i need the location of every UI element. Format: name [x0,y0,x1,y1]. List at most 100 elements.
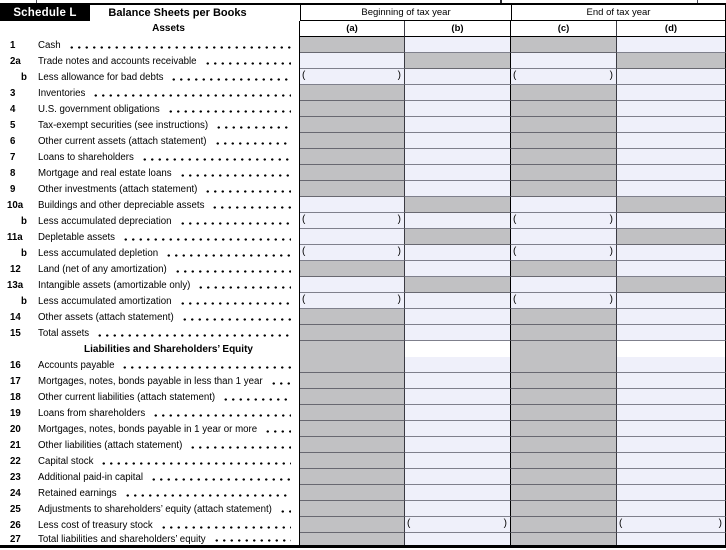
line-label: Loans from shareholders [38,407,146,419]
amount-cell-d[interactable] [617,501,726,517]
paren-open: ( [513,214,517,225]
table-row: 22 Capital stock [0,453,726,469]
amount-cell-a [300,85,405,101]
amount-cell-a[interactable]: () [300,293,405,309]
amount-cell-b[interactable] [405,373,511,389]
table-row: 13a Intangible assets (amortizable only) [0,277,726,293]
amount-cell-b[interactable] [405,133,511,149]
amount-cell-a[interactable] [300,53,405,69]
amount-cell-b[interactable] [405,181,511,197]
table-row: 27 Total liabilities and shareholders’ eq… [0,533,726,545]
amount-cell-b[interactable] [405,501,511,517]
amount-cell-d[interactable] [617,421,726,437]
amount-cell-b[interactable] [405,469,511,485]
table-row: 11a Depletable assets [0,229,726,245]
line-label: Other assets (attach statement) [38,311,174,323]
amount-cell-b[interactable] [405,37,511,53]
amount-cell-b[interactable] [405,149,511,165]
amount-cell-d[interactable] [617,69,726,85]
amount-cell-b[interactable] [405,437,511,453]
amount-cell-d[interactable] [617,453,726,469]
amount-cell-b[interactable] [405,357,511,373]
dot-leader [202,181,291,197]
amount-cell-d[interactable] [617,133,726,149]
amount-cell-b[interactable] [405,261,511,277]
amount-cell-d[interactable] [617,165,726,181]
amount-cell-b[interactable] [405,389,511,405]
line-label: Total liabilities and shareholders’ equi… [38,533,206,545]
amount-cell-b[interactable] [405,325,511,341]
line-number: 1 [10,39,16,51]
amount-cell-d[interactable] [617,117,726,133]
amount-cell-b[interactable] [405,101,511,117]
row-label-cell: 23 Additional paid-in capital [0,469,300,485]
amount-cell-c[interactable]: () [511,245,617,261]
amount-cell-d[interactable] [617,405,726,421]
line-number: b [21,215,27,227]
amount-cell-d[interactable] [617,469,726,485]
amount-cell-d[interactable] [617,533,726,545]
line-number: 24 [10,487,21,499]
amount-cell-c[interactable]: () [511,213,617,229]
amount-cell-b[interactable] [405,421,511,437]
amount-cell-b[interactable] [405,405,511,421]
amount-cell-b[interactable] [405,485,511,501]
amount-cell-b[interactable] [405,309,511,325]
amount-cell-b[interactable] [405,117,511,133]
amount-cell-d[interactable] [617,485,726,501]
amount-cell-d[interactable] [617,357,726,373]
amount-cell-d[interactable] [617,85,726,101]
amount-cell-b[interactable] [405,245,511,261]
amount-cell-a[interactable] [300,229,405,245]
amount-cell-d[interactable] [617,325,726,341]
amount-cell-b[interactable]: () [405,517,511,533]
amount-cell-d[interactable] [617,213,726,229]
paren-open: ( [513,246,517,257]
amount-cell-b[interactable] [405,533,511,545]
amount-cell-a[interactable] [300,277,405,293]
amount-cell-c[interactable]: () [511,293,617,309]
amount-cell-c[interactable] [511,197,617,213]
amount-cell-d[interactable] [617,293,726,309]
amount-cell-a[interactable]: () [300,245,405,261]
amount-cell-d[interactable] [617,373,726,389]
table-body: 1 Cash 2a Trade notes and accounts receivab… [0,37,726,545]
table-row: b Less allowance for bad debts()() [0,69,726,85]
row-label-cell: 9 Other investments (attach statement) [0,181,300,197]
dot-leader [65,37,291,53]
amount-cell-c[interactable] [511,229,617,245]
amount-cell-d[interactable] [617,101,726,117]
amount-cell-d[interactable] [617,261,726,277]
row-label-cell: b Less allowance for bad debts [0,69,300,85]
amount-cell-a[interactable]: () [300,213,405,229]
amount-cell-b [405,229,511,245]
amount-cell-d[interactable] [617,309,726,325]
amount-cell-d[interactable]: () [617,517,726,533]
table-row: 17 Mortgages, notes, bonds payable in les… [0,373,726,389]
amount-cell-c [511,405,617,421]
amount-cell-b[interactable] [405,69,511,85]
amount-cell-a[interactable] [300,197,405,213]
amount-cell-c [511,309,617,325]
amount-cell-c[interactable] [511,277,617,293]
amount-cell-d[interactable] [617,149,726,165]
amount-cell-d[interactable] [617,181,726,197]
amount-cell-c[interactable] [511,53,617,69]
line-number: 22 [10,455,21,467]
line-number: 26 [10,519,21,531]
amount-cell-c[interactable]: () [511,69,617,85]
amount-cell-d[interactable] [617,245,726,261]
amount-cell-b[interactable] [405,453,511,469]
amount-cell-d[interactable] [617,389,726,405]
amount-cell-c [511,485,617,501]
prior-grid-tick [500,0,502,3]
amount-cell-d[interactable] [617,37,726,53]
amount-cell-b[interactable] [405,165,511,181]
line-number: 8 [10,167,16,179]
amount-cell-a [300,261,405,277]
amount-cell-b[interactable] [405,85,511,101]
amount-cell-a[interactable]: () [300,69,405,85]
amount-cell-b[interactable] [405,293,511,309]
amount-cell-d[interactable] [617,437,726,453]
amount-cell-b[interactable] [405,213,511,229]
